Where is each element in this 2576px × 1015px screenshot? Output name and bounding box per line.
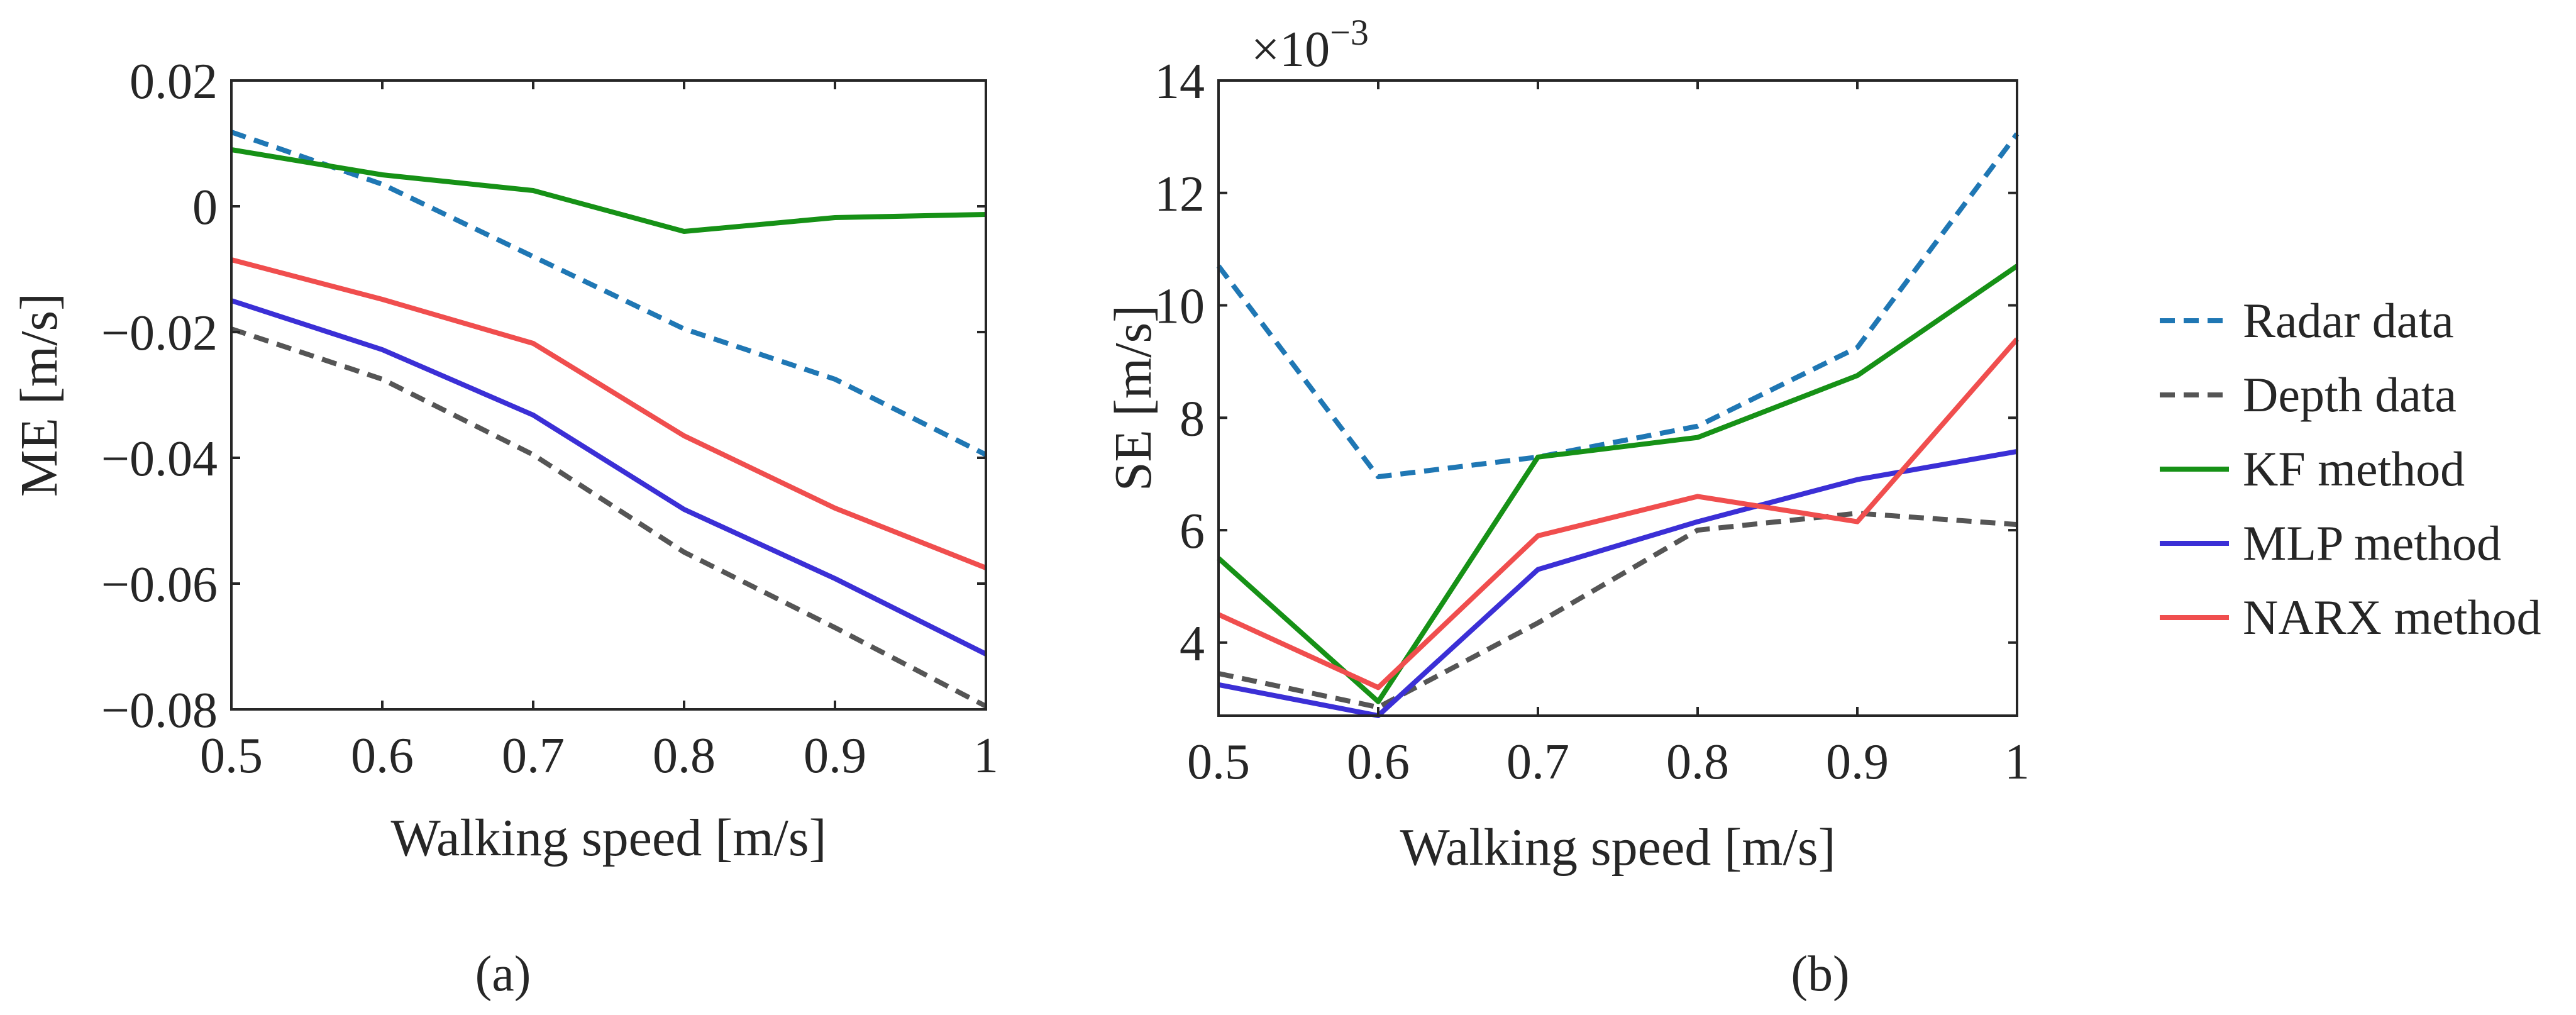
x-tick-label: 1 xyxy=(973,728,998,784)
series-layer-a xyxy=(230,130,987,709)
y-tick-label: −0.04 xyxy=(101,431,218,487)
legend: Radar data Depth data KF method MLP method N… xyxy=(2160,293,2541,645)
y-tick-label: 14 xyxy=(1154,54,1205,109)
series-line-radar-data-a xyxy=(230,130,987,457)
y-tick-label: 10 xyxy=(1154,279,1205,335)
legend-item: Depth data xyxy=(2160,367,2457,422)
series-line-depth-data-a xyxy=(230,326,987,709)
x-tick-label: 0.7 xyxy=(1506,735,1569,790)
series-line-narx-method-a xyxy=(230,257,987,570)
y-tick-label: 12 xyxy=(1154,167,1205,222)
series-line-depth-data-b xyxy=(1218,511,2018,710)
panel-label-a: (a) xyxy=(475,946,531,1002)
x-tick-label: 0.9 xyxy=(804,728,866,784)
y-axis-label-b: SE [m/s] xyxy=(1104,305,1163,491)
series-line-mlp-method-a xyxy=(230,298,987,657)
x-tick-label: 0.5 xyxy=(1187,735,1250,790)
x-tick-label: 0.9 xyxy=(1826,735,1889,790)
legend-item: Radar data xyxy=(2160,293,2454,348)
legend-item: NARX method xyxy=(2160,590,2541,645)
x-tick-label: 0.5 xyxy=(200,728,263,784)
y-tick-label: 6 xyxy=(1180,504,1205,559)
legend-label: Radar data xyxy=(2243,293,2454,348)
series-line-kf-method-a xyxy=(231,147,987,234)
legend-item: MLP method xyxy=(2160,516,2501,570)
y-tick-label: −0.02 xyxy=(101,306,218,361)
legend-label: NARX method xyxy=(2243,590,2541,645)
x-axis-label-a: Walking speed [m/s] xyxy=(390,809,826,867)
x-tick-label: 0.8 xyxy=(653,728,716,784)
x-axis-label-b: Walking speed [m/s] xyxy=(1400,818,1835,877)
x-tick-label: 0.7 xyxy=(502,728,565,784)
series-line-radar-data-b xyxy=(1216,132,2020,480)
x-tick-label: 0.8 xyxy=(1666,735,1729,790)
series-line-kf-method-b xyxy=(1217,263,2019,704)
y-tick-label: 4 xyxy=(1180,616,1205,672)
tick-layer-a: 0.5 0.6 0.7 0.8 0.9 1 −0.08 −0.06 −0.04 −0.02 0 0.0… xyxy=(101,54,998,784)
plot-area-b xyxy=(1217,79,2018,717)
legend-label: KF method xyxy=(2243,441,2465,496)
legend-label: Depth data xyxy=(2243,367,2457,422)
chart-panel-a: 0.5 0.6 0.7 0.8 0.9 1 −0.08 −0.06 −0.04 −0.02 0 0.0… xyxy=(10,54,998,1002)
x-tick-label: 1 xyxy=(2004,735,2030,790)
x-tick-label: 0.6 xyxy=(351,728,414,784)
panel-label-b: (b) xyxy=(1791,946,1849,1002)
y-tick-label: −0.08 xyxy=(101,683,218,738)
exponent-label-b: ×10−3 xyxy=(1251,12,1369,77)
series-line-mlp-method-b xyxy=(1218,448,2018,718)
exponent-power: −3 xyxy=(1330,12,1369,53)
plot-area-a xyxy=(230,79,987,711)
legend-label: MLP method xyxy=(2243,516,2501,570)
y-tick-label: −0.06 xyxy=(101,557,218,613)
y-tick-label: 8 xyxy=(1180,391,1205,446)
series-layer-b xyxy=(1216,132,2020,718)
x-tick-label: 0.6 xyxy=(1347,735,1410,790)
exponent-base: ×10 xyxy=(1251,22,1330,77)
series-line-narx-method-b xyxy=(1217,337,2020,691)
legend-item: KF method xyxy=(2160,441,2465,496)
y-axis-label-a: ME [m/s] xyxy=(10,293,69,497)
y-tick-label: 0.02 xyxy=(130,54,218,109)
y-tick-label: 0 xyxy=(192,180,218,235)
